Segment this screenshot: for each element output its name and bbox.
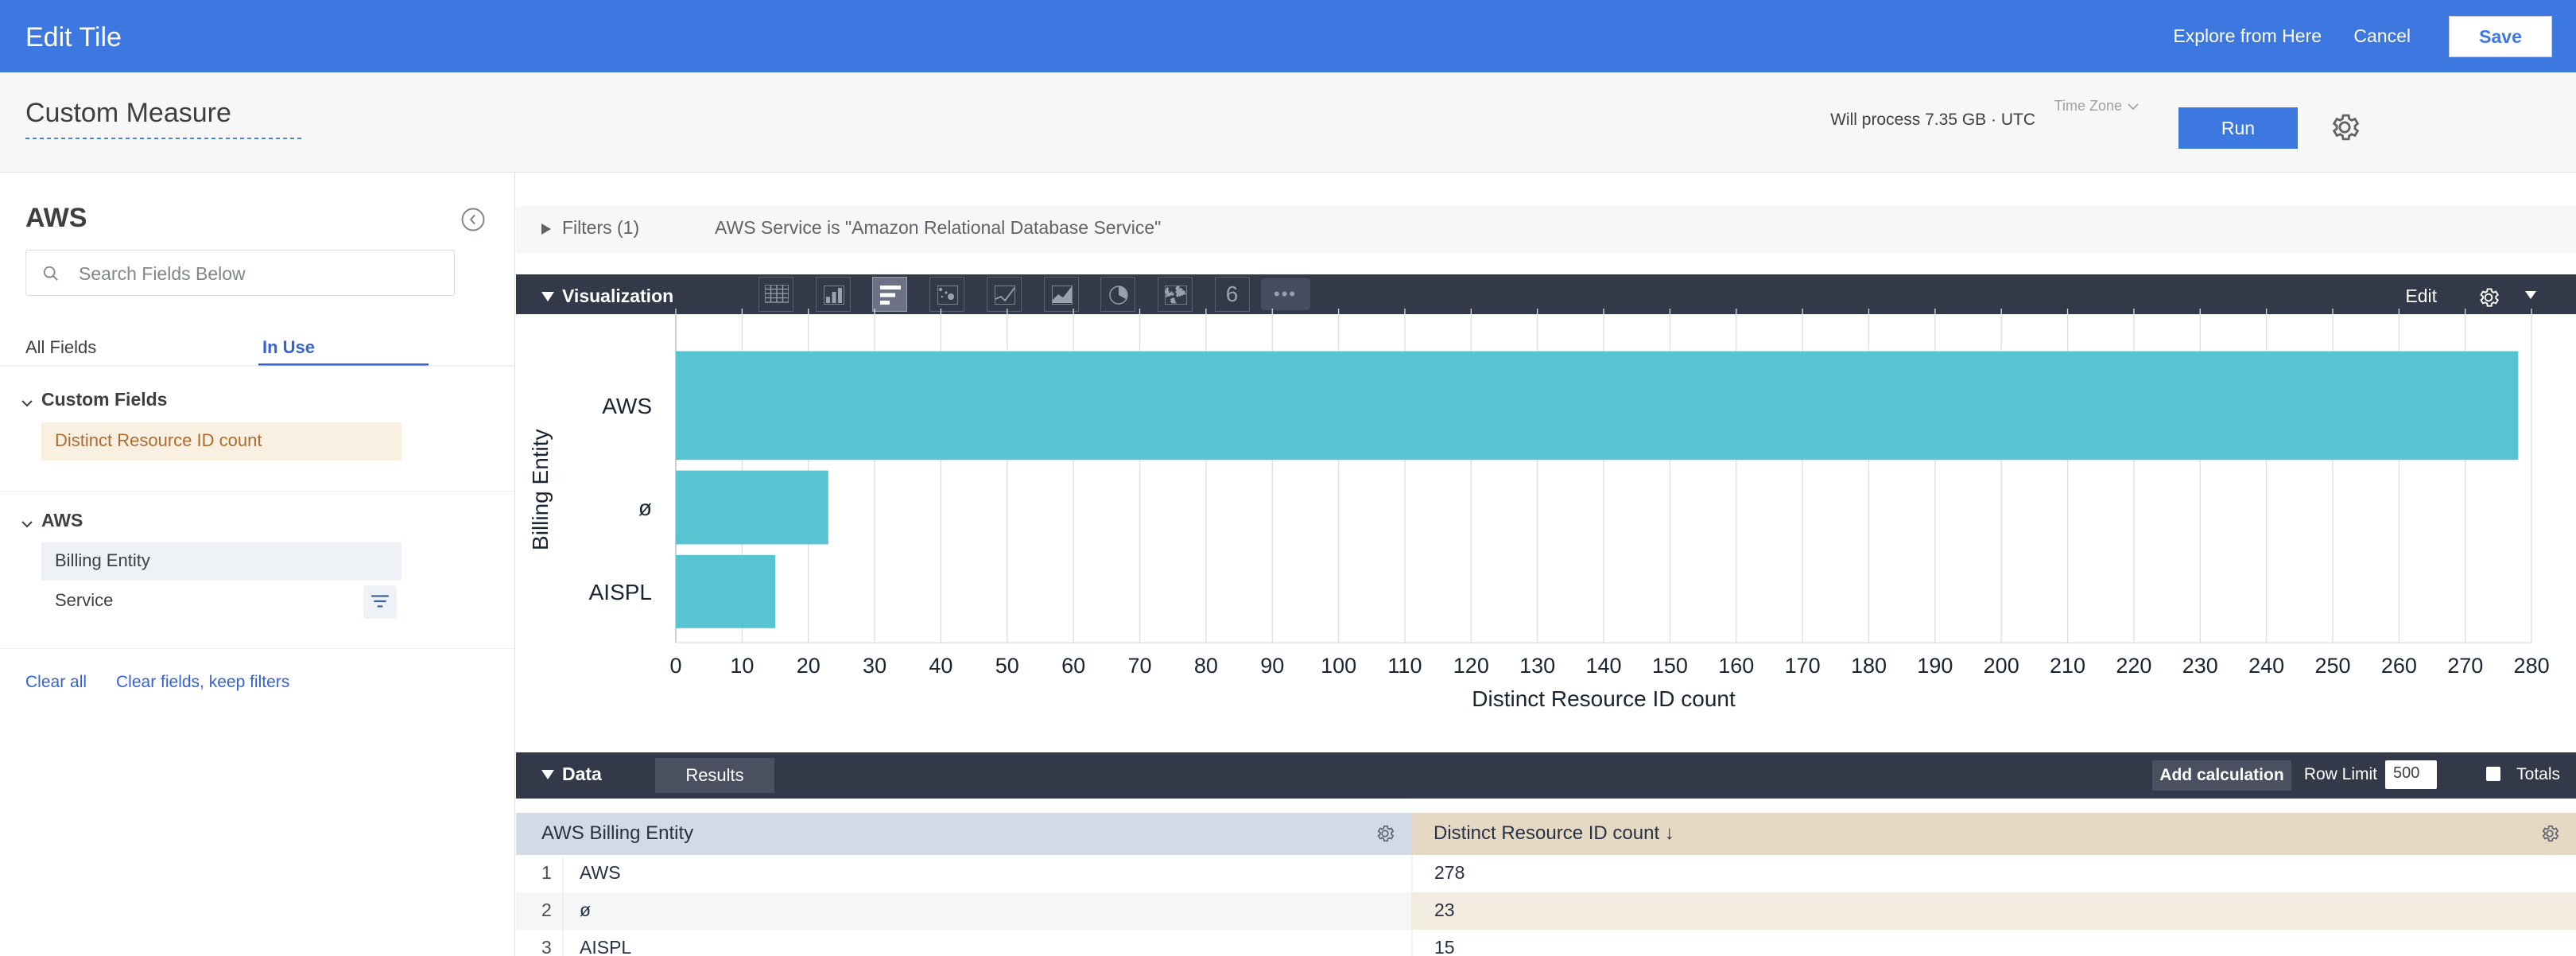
svg-text:AWS: AWS bbox=[602, 394, 652, 418]
svg-text:270: 270 bbox=[2447, 654, 2483, 678]
svg-text:170: 170 bbox=[1785, 654, 1821, 678]
svg-text:80: 80 bbox=[1194, 654, 1218, 678]
svg-text:220: 220 bbox=[2116, 654, 2151, 678]
svg-text:150: 150 bbox=[1652, 654, 1688, 678]
svg-text:210: 210 bbox=[2050, 654, 2085, 678]
svg-text:Distinct Resource ID count: Distinct Resource ID count bbox=[1472, 686, 1736, 711]
svg-text:280: 280 bbox=[2514, 654, 2550, 678]
svg-text:40: 40 bbox=[929, 654, 952, 678]
svg-text:160: 160 bbox=[1718, 654, 1754, 678]
svg-text:20: 20 bbox=[797, 654, 821, 678]
svg-text:70: 70 bbox=[1127, 654, 1151, 678]
svg-text:130: 130 bbox=[1519, 654, 1555, 678]
svg-text:0: 0 bbox=[669, 654, 681, 678]
svg-text:240: 240 bbox=[2248, 654, 2284, 678]
svg-text:180: 180 bbox=[1851, 654, 1887, 678]
svg-text:120: 120 bbox=[1453, 654, 1489, 678]
svg-text:50: 50 bbox=[995, 654, 1019, 678]
svg-text:100: 100 bbox=[1321, 654, 1356, 678]
svg-text:110: 110 bbox=[1387, 654, 1422, 678]
svg-text:10: 10 bbox=[730, 654, 754, 678]
svg-text:AISPL: AISPL bbox=[589, 580, 652, 604]
svg-text:Billing Entity: Billing Entity bbox=[528, 429, 553, 550]
svg-text:250: 250 bbox=[2314, 654, 2350, 678]
svg-text:140: 140 bbox=[1586, 654, 1622, 678]
svg-text:260: 260 bbox=[2381, 654, 2417, 678]
svg-text:60: 60 bbox=[1061, 654, 1085, 678]
svg-text:190: 190 bbox=[1917, 654, 1953, 678]
svg-text:230: 230 bbox=[2182, 654, 2218, 678]
svg-text:90: 90 bbox=[1260, 654, 1284, 678]
svg-text:30: 30 bbox=[863, 654, 886, 678]
svg-text:ø: ø bbox=[638, 495, 652, 520]
svg-text:200: 200 bbox=[1984, 654, 2019, 678]
